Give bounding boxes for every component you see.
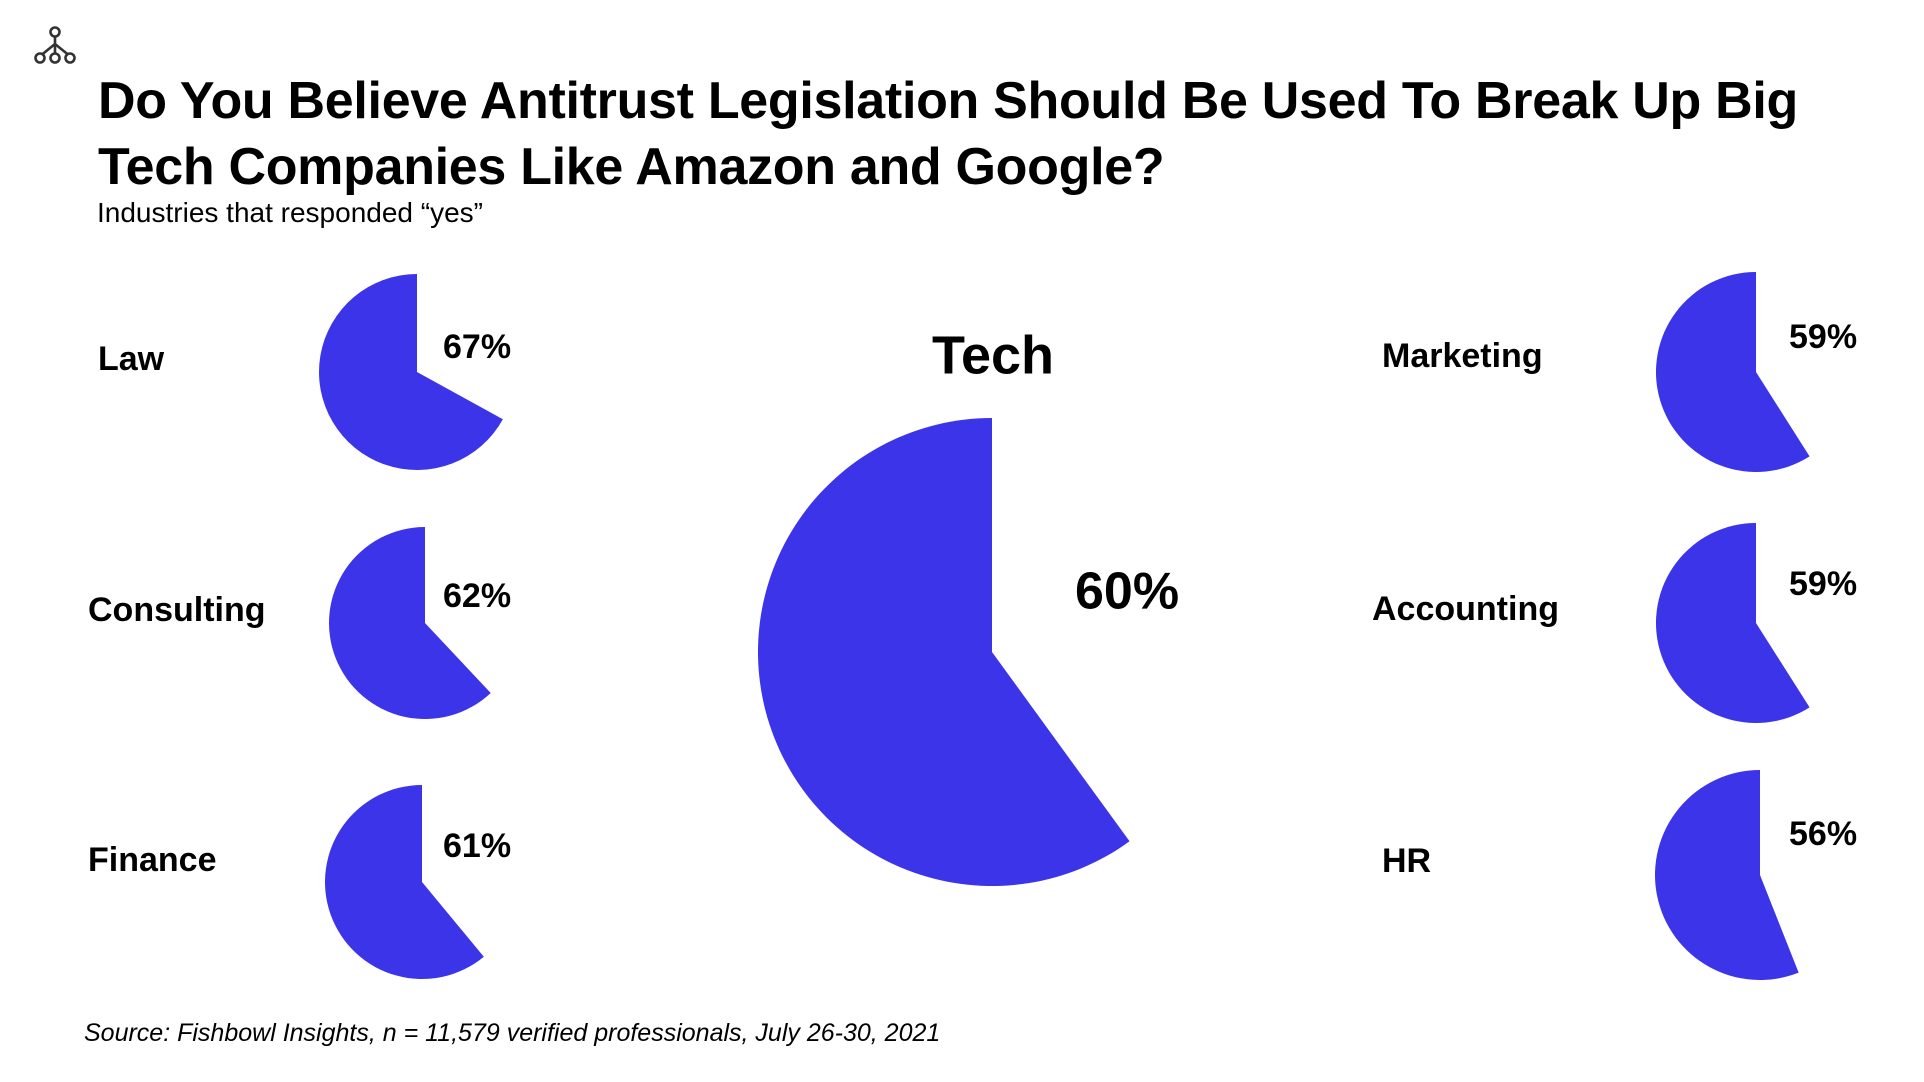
pie-slice-tech <box>757 418 1130 886</box>
pie-slice-consulting <box>329 527 491 720</box>
pie-slice-law <box>319 274 503 471</box>
source-note: Source: Fishbowl Insights, n = 11,579 ve… <box>84 1019 941 1047</box>
category-label-law: Law <box>98 340 165 378</box>
value-label-hr: 56% <box>1789 815 1857 853</box>
category-label-consulting: Consulting <box>88 591 266 629</box>
value-label-marketing: 59% <box>1789 318 1857 356</box>
network-nodes-icon <box>34 26 76 64</box>
value-label-consulting: 62% <box>443 577 511 615</box>
category-label-tech: Tech <box>932 325 1054 385</box>
pie-slice-hr <box>1655 770 1799 980</box>
chart-title: Do You Believe Antitrust Legislation Sho… <box>98 72 1798 196</box>
pie-slice-accounting <box>1655 523 1810 723</box>
category-label-marketing: Marketing <box>1382 337 1543 375</box>
category-label-finance: Finance <box>88 841 216 879</box>
chart-subtitle: Industries that responded “yes” <box>97 197 483 228</box>
pie-slice-finance <box>325 785 484 979</box>
category-label-accounting: Accounting <box>1372 590 1559 628</box>
value-label-law: 67% <box>443 328 511 366</box>
value-label-finance: 61% <box>443 827 511 865</box>
value-label-accounting: 59% <box>1789 565 1857 603</box>
pie-slice-marketing <box>1655 272 1810 472</box>
category-label-hr: HR <box>1382 842 1431 880</box>
value-label-tech: 60% <box>1075 563 1179 621</box>
